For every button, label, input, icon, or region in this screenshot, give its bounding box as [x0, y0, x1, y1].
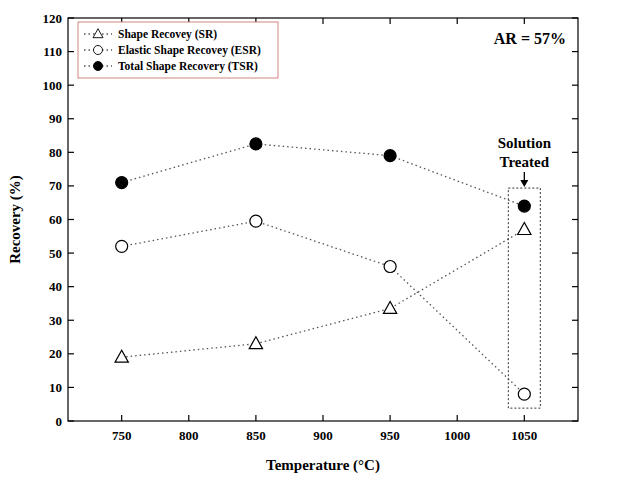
x-tick-label: 900	[313, 428, 333, 443]
y-tick	[68, 353, 74, 354]
x-tick-label: 1000	[444, 428, 470, 443]
x-tick	[457, 415, 458, 421]
point	[384, 150, 396, 162]
y-tick-label: 30	[49, 313, 62, 328]
legend-label: Shape Recovey (SR)	[118, 28, 217, 41]
x-tick-label: 750	[112, 428, 132, 443]
y-tick-right	[572, 219, 578, 220]
series-line	[122, 221, 525, 394]
x-tick	[255, 415, 256, 421]
point	[116, 240, 128, 252]
y-tick-label: 50	[49, 246, 62, 261]
y-tick-right	[572, 320, 578, 321]
y-tick	[68, 51, 74, 52]
y-axis-label: Recovery (%)	[7, 175, 24, 264]
x-tick-label: 800	[179, 428, 199, 443]
x-tick-label: 1050	[511, 428, 537, 443]
x-tick-label: 950	[380, 428, 400, 443]
y-tick-label: 60	[49, 212, 62, 227]
y-tick-right	[572, 353, 578, 354]
annotation-line: Solution	[498, 135, 552, 151]
point	[249, 337, 262, 349]
y-tick-right	[572, 118, 578, 119]
x-tick-top	[322, 18, 323, 24]
x-tick	[322, 415, 323, 421]
series-line	[122, 144, 525, 206]
annotation: AR = 57%	[494, 30, 566, 47]
annotation-line: Treated	[500, 154, 550, 170]
annotation-box	[508, 188, 540, 408]
y-tick	[68, 252, 74, 253]
legend-label: Total Shape Recovery (TSR)	[118, 60, 258, 73]
y-tick	[68, 219, 74, 220]
y-tick	[68, 286, 74, 287]
x-axis-label: Temperature (°C)	[266, 457, 380, 474]
y-tick	[68, 387, 74, 388]
legend-label: Elastic Shape Recovey (ESR)	[118, 44, 261, 57]
x-tick-label: 850	[246, 428, 266, 443]
y-tick-label: 20	[49, 346, 62, 361]
data-group	[115, 138, 531, 400]
point	[116, 177, 128, 189]
annotation: Solution Treated	[498, 135, 552, 170]
x-tick-top	[457, 18, 458, 24]
y-tick-label: 70	[49, 178, 62, 193]
chart-svg: 0 10 20 30 40 50 60 70 80 90 100 110 120 750 800 850 900…	[0, 0, 620, 480]
y-tick-right	[572, 185, 578, 186]
y-tick-right	[572, 387, 578, 388]
y-tick-right	[572, 51, 578, 52]
point	[518, 388, 530, 400]
x-tick	[390, 415, 391, 421]
y-tick	[68, 85, 74, 86]
point	[518, 200, 530, 212]
chart-root: 0 10 20 30 40 50 60 70 80 90 100 110 120 750 800 850 900…	[0, 0, 620, 480]
y-tick	[68, 320, 74, 321]
x-tick-top	[390, 18, 391, 24]
legend-marker	[94, 46, 103, 55]
y-tick-label: 0	[56, 414, 63, 429]
x-tick	[121, 415, 122, 421]
y-tick-label: 40	[49, 279, 62, 294]
point	[384, 261, 396, 273]
y-tick	[68, 118, 74, 119]
series-line	[122, 230, 525, 358]
y-tick	[68, 152, 74, 153]
y-tick-label: 110	[43, 44, 62, 59]
y-tick-right	[572, 286, 578, 287]
point	[250, 138, 262, 150]
y-tick-right	[572, 85, 578, 86]
x-tick	[524, 415, 525, 421]
y-tick-right	[572, 152, 578, 153]
x-tick-top	[524, 18, 525, 24]
plot-frame	[68, 18, 578, 421]
y-tick-label: 80	[49, 145, 62, 160]
point	[115, 350, 128, 362]
y-tick-right	[572, 420, 578, 421]
y-tick-label: 120	[43, 11, 63, 26]
annotation-arrowhead	[520, 180, 528, 187]
y-tick-label: 90	[49, 111, 62, 126]
y-tick	[68, 17, 74, 18]
y-tick-right	[572, 17, 578, 18]
y-tick-label: 100	[43, 78, 63, 93]
legend-marker	[93, 29, 103, 38]
point	[250, 215, 262, 227]
y-tick	[68, 185, 74, 186]
x-tick	[188, 415, 189, 421]
legend-marker	[94, 62, 103, 71]
y-tick-label: 10	[49, 380, 62, 395]
y-tick-right	[572, 252, 578, 253]
y-tick	[68, 420, 74, 421]
point	[518, 223, 531, 235]
legend-box	[78, 22, 278, 78]
point	[383, 301, 396, 313]
